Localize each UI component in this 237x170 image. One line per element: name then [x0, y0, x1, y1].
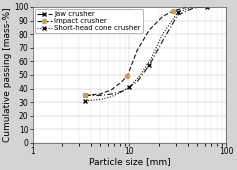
Short-head cone crusher: [191, 6, 194, 8]
Short-head cone crusher: [150, 56, 153, 58]
Jaw crusher: [161, 40, 164, 42]
Jaw crusher: [84, 94, 87, 96]
Impact crusher: [148, 29, 150, 31]
Short-head cone crusher: [99, 98, 102, 100]
Jaw crusher: [201, 6, 203, 8]
Impact crusher: [118, 82, 121, 84]
Impact crusher: [136, 49, 138, 52]
Short-head cone crusher: [110, 96, 113, 98]
Jaw crusher: [205, 6, 208, 8]
Y-axis label: Cumulative passing [mass-%]: Cumulative passing [mass-%]: [4, 8, 13, 142]
Line: Short-head cone crusher: Short-head cone crusher: [83, 5, 209, 103]
Impact crusher: [110, 89, 113, 91]
Short-head cone crusher: [176, 11, 179, 13]
Impact crusher: [171, 10, 174, 12]
Jaw crusher: [191, 7, 194, 9]
Short-head cone crusher: [139, 74, 142, 76]
Short-head cone crusher: [205, 6, 208, 8]
Jaw crusher: [136, 81, 138, 83]
Jaw crusher: [99, 94, 102, 96]
Jaw crusher: [148, 64, 150, 66]
Impact crusher: [201, 6, 203, 8]
Jaw crusher: [176, 14, 179, 16]
Short-head cone crusher: [118, 92, 121, 94]
Line: Jaw crusher: Jaw crusher: [83, 5, 209, 97]
Short-head cone crusher: [161, 33, 164, 35]
Short-head cone crusher: [128, 86, 131, 88]
Jaw crusher: [110, 93, 113, 95]
Impact crusher: [84, 94, 87, 96]
Short-head cone crusher: [84, 100, 87, 102]
Impact crusher: [186, 6, 189, 8]
Impact crusher: [161, 15, 164, 18]
Impact crusher: [99, 93, 102, 95]
Legend: Jaw crusher, Impact crusher, Short-head cone crusher: Jaw crusher, Impact crusher, Short-head …: [35, 9, 143, 33]
Line: Impact crusher: Impact crusher: [83, 5, 204, 97]
X-axis label: Particle size [mm]: Particle size [mm]: [89, 158, 170, 167]
Impact crusher: [126, 75, 129, 77]
Jaw crusher: [121, 90, 124, 92]
